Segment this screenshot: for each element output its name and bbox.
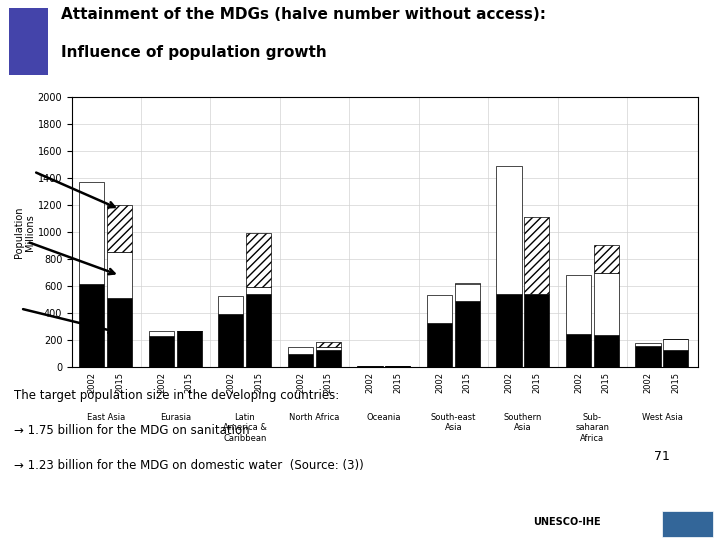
Bar xyxy=(594,245,619,273)
Bar xyxy=(524,217,549,294)
Bar xyxy=(524,294,549,367)
Bar xyxy=(79,284,104,367)
Text: West Asia: West Asia xyxy=(642,413,683,422)
Bar xyxy=(107,252,132,298)
Bar xyxy=(315,341,341,347)
Text: Latin
America &
Caribbean: Latin America & Caribbean xyxy=(223,413,267,443)
Bar xyxy=(357,366,382,367)
Bar xyxy=(218,296,243,314)
Bar xyxy=(636,343,661,346)
Bar xyxy=(218,314,243,367)
Bar xyxy=(79,183,104,284)
Bar xyxy=(246,294,271,367)
Text: Population: Population xyxy=(14,206,24,258)
Bar xyxy=(455,284,480,301)
Text: Attainment of the MDGs (halve number without access):: Attainment of the MDGs (halve number wit… xyxy=(61,6,546,22)
Y-axis label: Millions: Millions xyxy=(25,214,35,251)
Bar xyxy=(594,273,619,335)
Bar xyxy=(288,347,313,354)
Bar xyxy=(594,335,619,367)
Bar xyxy=(427,295,452,323)
Bar xyxy=(497,294,521,367)
Bar xyxy=(315,350,341,367)
Bar xyxy=(315,347,341,350)
Bar xyxy=(107,205,132,252)
Bar xyxy=(497,166,521,294)
Bar xyxy=(663,339,688,350)
Bar xyxy=(246,233,271,287)
Bar xyxy=(566,275,591,334)
Text: East Asia: East Asia xyxy=(86,413,125,422)
Text: Southern
Asia: Southern Asia xyxy=(504,413,542,433)
Text: Influence of population growth: Influence of population growth xyxy=(61,45,327,60)
Bar xyxy=(663,350,688,367)
Bar xyxy=(566,334,591,367)
Bar xyxy=(455,301,480,367)
Bar xyxy=(288,354,313,367)
Text: South-east
Asia: South-east Asia xyxy=(431,413,476,433)
Bar xyxy=(636,346,661,367)
Bar xyxy=(427,323,452,367)
Bar xyxy=(149,330,174,336)
Text: Oceania: Oceania xyxy=(366,413,401,422)
Bar xyxy=(9,8,48,75)
Text: The target population size in the developing countries:: The target population size in the develo… xyxy=(14,389,340,402)
Text: UNESCO-IHE: UNESCO-IHE xyxy=(533,517,600,527)
Text: Eurasia: Eurasia xyxy=(160,413,191,422)
Bar xyxy=(149,336,174,367)
Bar xyxy=(662,511,713,537)
Bar xyxy=(176,332,202,367)
Bar xyxy=(107,298,132,367)
Bar xyxy=(385,366,410,367)
Bar xyxy=(246,287,271,294)
Text: → 1.75 billion for the MDG on sanitation: → 1.75 billion for the MDG on sanitation xyxy=(14,424,250,437)
Text: Sub-
saharan
Africa: Sub- saharan Africa xyxy=(575,413,609,443)
Text: North Africa: North Africa xyxy=(289,413,340,422)
Text: → 1.23 billion for the MDG on domestic water  (Source: (3)): → 1.23 billion for the MDG on domestic w… xyxy=(14,459,364,472)
Text: 71: 71 xyxy=(654,450,670,463)
